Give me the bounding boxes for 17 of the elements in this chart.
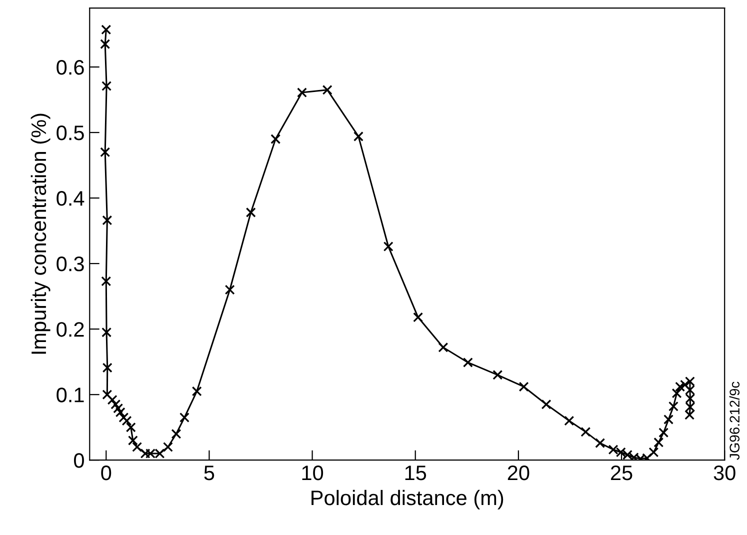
y-tick-label: 0.5 [56,126,84,140]
text: JG96.212/9c [729,382,740,460]
x-tick-label: 30 [714,466,736,480]
y-tick-label: 0.4 [56,191,84,206]
x-tick-label: 5 [204,466,214,480]
x-axis-title: Poloidal distance (m) [312,490,504,510]
x-tick-label: 15 [405,466,426,480]
y-tick-label: 0.1 [56,388,84,402]
y-axis-title: Impurity concentration (%) [30,114,50,354]
x-tick-label: 0 [101,466,112,480]
y-tick-label: 0.6 [56,60,84,75]
y-tick-label: 0.2 [56,322,84,337]
x-tick-label: 20 [508,466,530,480]
x-tick-label: 25 [610,466,632,480]
y-tick-label: 0 [74,453,84,468]
x-tick-label: 10 [302,466,324,480]
y-tick-label: 0.3 [56,256,84,272]
